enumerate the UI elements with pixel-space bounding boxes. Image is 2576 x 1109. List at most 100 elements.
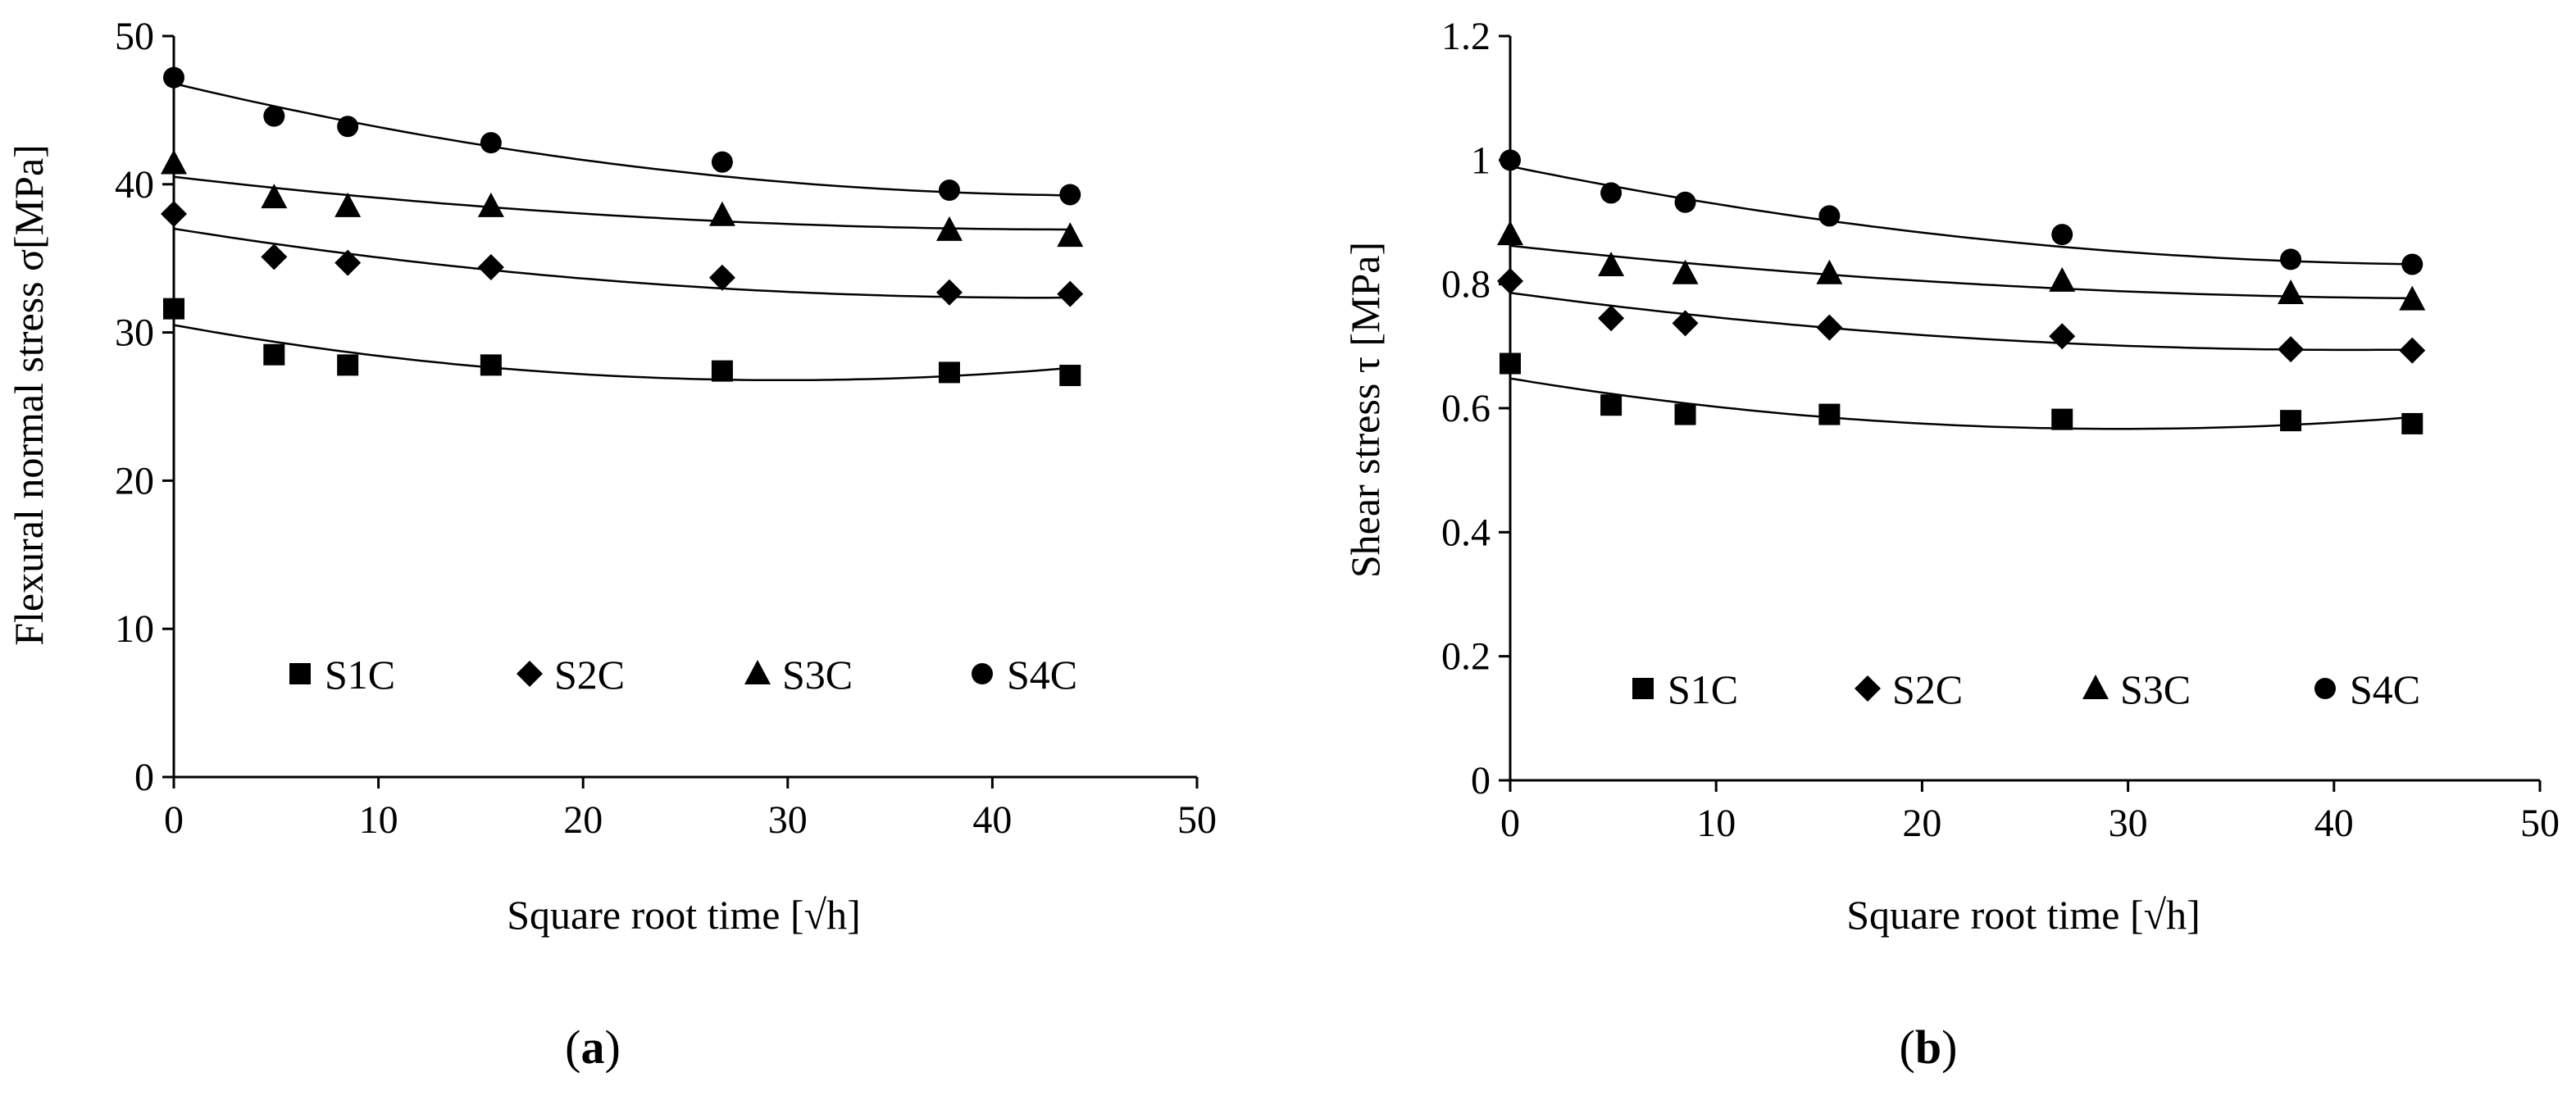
data-point-s2c [2278, 336, 2305, 363]
x-axis-title-b: Square root time [√h] [1846, 892, 2201, 938]
y-tick-label: 1.2 [1441, 15, 1491, 58]
legend-marker-s2c [1855, 675, 1881, 702]
x-tick-label: 20 [563, 798, 603, 842]
data-point-s1c [337, 354, 359, 376]
legend-label-s3c: S3C [2120, 666, 2191, 712]
legend-label-s1c: S1C [325, 652, 395, 698]
data-point-s4c [263, 105, 285, 127]
data-point-s3c [261, 184, 288, 209]
data-point-s2c [708, 264, 735, 291]
x-tick-label: 10 [1696, 802, 1736, 845]
trendline-s4c [1509, 165, 2413, 266]
y-tick-label: 0.4 [1441, 511, 1491, 554]
trendline-s3c [1509, 244, 2413, 300]
y-tick-label: 30 [115, 311, 154, 355]
y-axis-title-a: Flexural normal stress σ[MPa] [6, 144, 52, 646]
data-point-s1c [163, 298, 184, 320]
x-tick-label: 50 [2520, 802, 2560, 845]
trendline-s2c [1509, 292, 2413, 352]
data-point-s2c [477, 254, 504, 281]
panel-label-a: (a) [565, 1020, 621, 1074]
legend-marker-s1c [289, 663, 311, 684]
data-point-s4c [163, 66, 184, 89]
data-point-s1c [1600, 394, 1623, 416]
y-tick-label: 0.2 [1441, 635, 1491, 679]
panel-a: 0 10 20 30 40 50 0 10 20 30 40 50 S1C S2C S3C S4C Flexu… [6, 15, 1217, 1074]
data-point-s3c [1672, 259, 1699, 284]
data-point-s3c [1816, 259, 1843, 284]
data-point-s2c [261, 243, 288, 270]
legend-marker-s3c [2082, 675, 2109, 699]
data-point-s3c [335, 192, 362, 217]
plot-area-b: 0 0.2 0.4 0.6 0.8 1 1.2 0 10 20 30 40 50 S1C S2C S3C S4C [1441, 15, 2560, 845]
legend-label-s2c: S2C [1892, 666, 1963, 712]
data-point-s4c [1818, 205, 1841, 227]
data-point-s2c [161, 200, 187, 227]
y-tick-label: 0 [134, 756, 154, 799]
data-point-s1c [480, 354, 502, 376]
panel-label-b: (b) [1900, 1020, 1958, 1074]
panel-b: 0 0.2 0.4 0.6 0.8 1 1.2 0 10 20 30 40 50 S1C S2C S3C S4C… [1342, 15, 2560, 1074]
legend-label-s1c: S1C [1668, 666, 1738, 712]
legend-marker-s3c [744, 660, 771, 684]
x-axis-title-a: Square root time [√h] [507, 892, 861, 938]
y-tick-label: 1 [1471, 139, 1491, 182]
y-tick-label: 40 [115, 163, 154, 207]
plot-area-a: 0 10 20 30 40 50 0 10 20 30 40 50 S1C S2C S3C S4C [115, 15, 1217, 842]
panel-label-close-paren: ) [605, 1020, 621, 1074]
data-point-s1c [1059, 365, 1081, 387]
trendline-s3c [173, 175, 1071, 231]
data-point-s2c [1598, 305, 1625, 332]
x-tick-label: 40 [972, 798, 1012, 842]
data-point-s3c [1057, 222, 1084, 248]
trendline-s4c [173, 82, 1071, 197]
panel-label-close-paren: ) [1941, 1020, 1957, 1074]
data-point-s4c [337, 116, 359, 138]
x-tick-label: 30 [2109, 802, 2148, 845]
data-point-s3c [2278, 280, 2305, 305]
legend-marker-s4c [972, 663, 993, 684]
panel-label-letter-a: a [581, 1020, 605, 1074]
legend-marker-s2c [517, 661, 543, 687]
y-tick-label: 0.8 [1441, 263, 1491, 307]
data-point-s3c [1598, 251, 1625, 276]
panel-label-open-paren: ( [565, 1020, 580, 1074]
y-tick-label: 50 [115, 15, 154, 58]
y-axis-title-b: Shear stress τ [MPa] [1342, 242, 1388, 578]
data-point-s4c [1674, 191, 1696, 213]
data-point-s2c [1816, 314, 1843, 341]
data-point-s1c [2051, 408, 2073, 430]
trendline-s1c [1509, 377, 2413, 430]
data-point-s3c [708, 201, 735, 226]
legend-label-s2c: S2C [554, 652, 625, 698]
data-point-s3c [1497, 220, 1523, 246]
x-tick-label: 0 [1500, 802, 1520, 845]
data-point-s3c [161, 149, 187, 175]
data-point-s4c [1500, 149, 1521, 171]
data-point-s2c [935, 279, 963, 306]
data-point-s4c [1600, 182, 1623, 204]
data-point-s4c [1059, 184, 1081, 206]
panel-label-letter-b: b [1915, 1020, 1941, 1074]
data-point-s2c [335, 249, 362, 276]
x-tick-label: 0 [164, 798, 184, 842]
x-tick-label: 40 [2314, 802, 2354, 845]
data-point-s3c [2049, 266, 2076, 292]
x-tick-label: 50 [1177, 798, 1217, 842]
trendline-s1c [173, 324, 1071, 382]
data-point-s2c [2399, 337, 2426, 364]
data-point-s3c [2399, 285, 2426, 311]
data-point-s1c [2280, 410, 2302, 432]
data-point-s2c [1672, 310, 1699, 337]
data-point-s1c [938, 361, 960, 384]
data-point-s4c [2051, 224, 2073, 246]
legend-marker-s1c [1632, 678, 1654, 699]
data-point-s2c [1057, 280, 1084, 307]
data-point-s4c [2401, 253, 2424, 275]
x-tick-label: 10 [359, 798, 398, 842]
data-point-s1c [1818, 403, 1841, 425]
legend-marker-s4c [2314, 678, 2336, 699]
panel-label-open-paren: ( [1900, 1020, 1915, 1074]
data-point-s4c [711, 151, 733, 173]
